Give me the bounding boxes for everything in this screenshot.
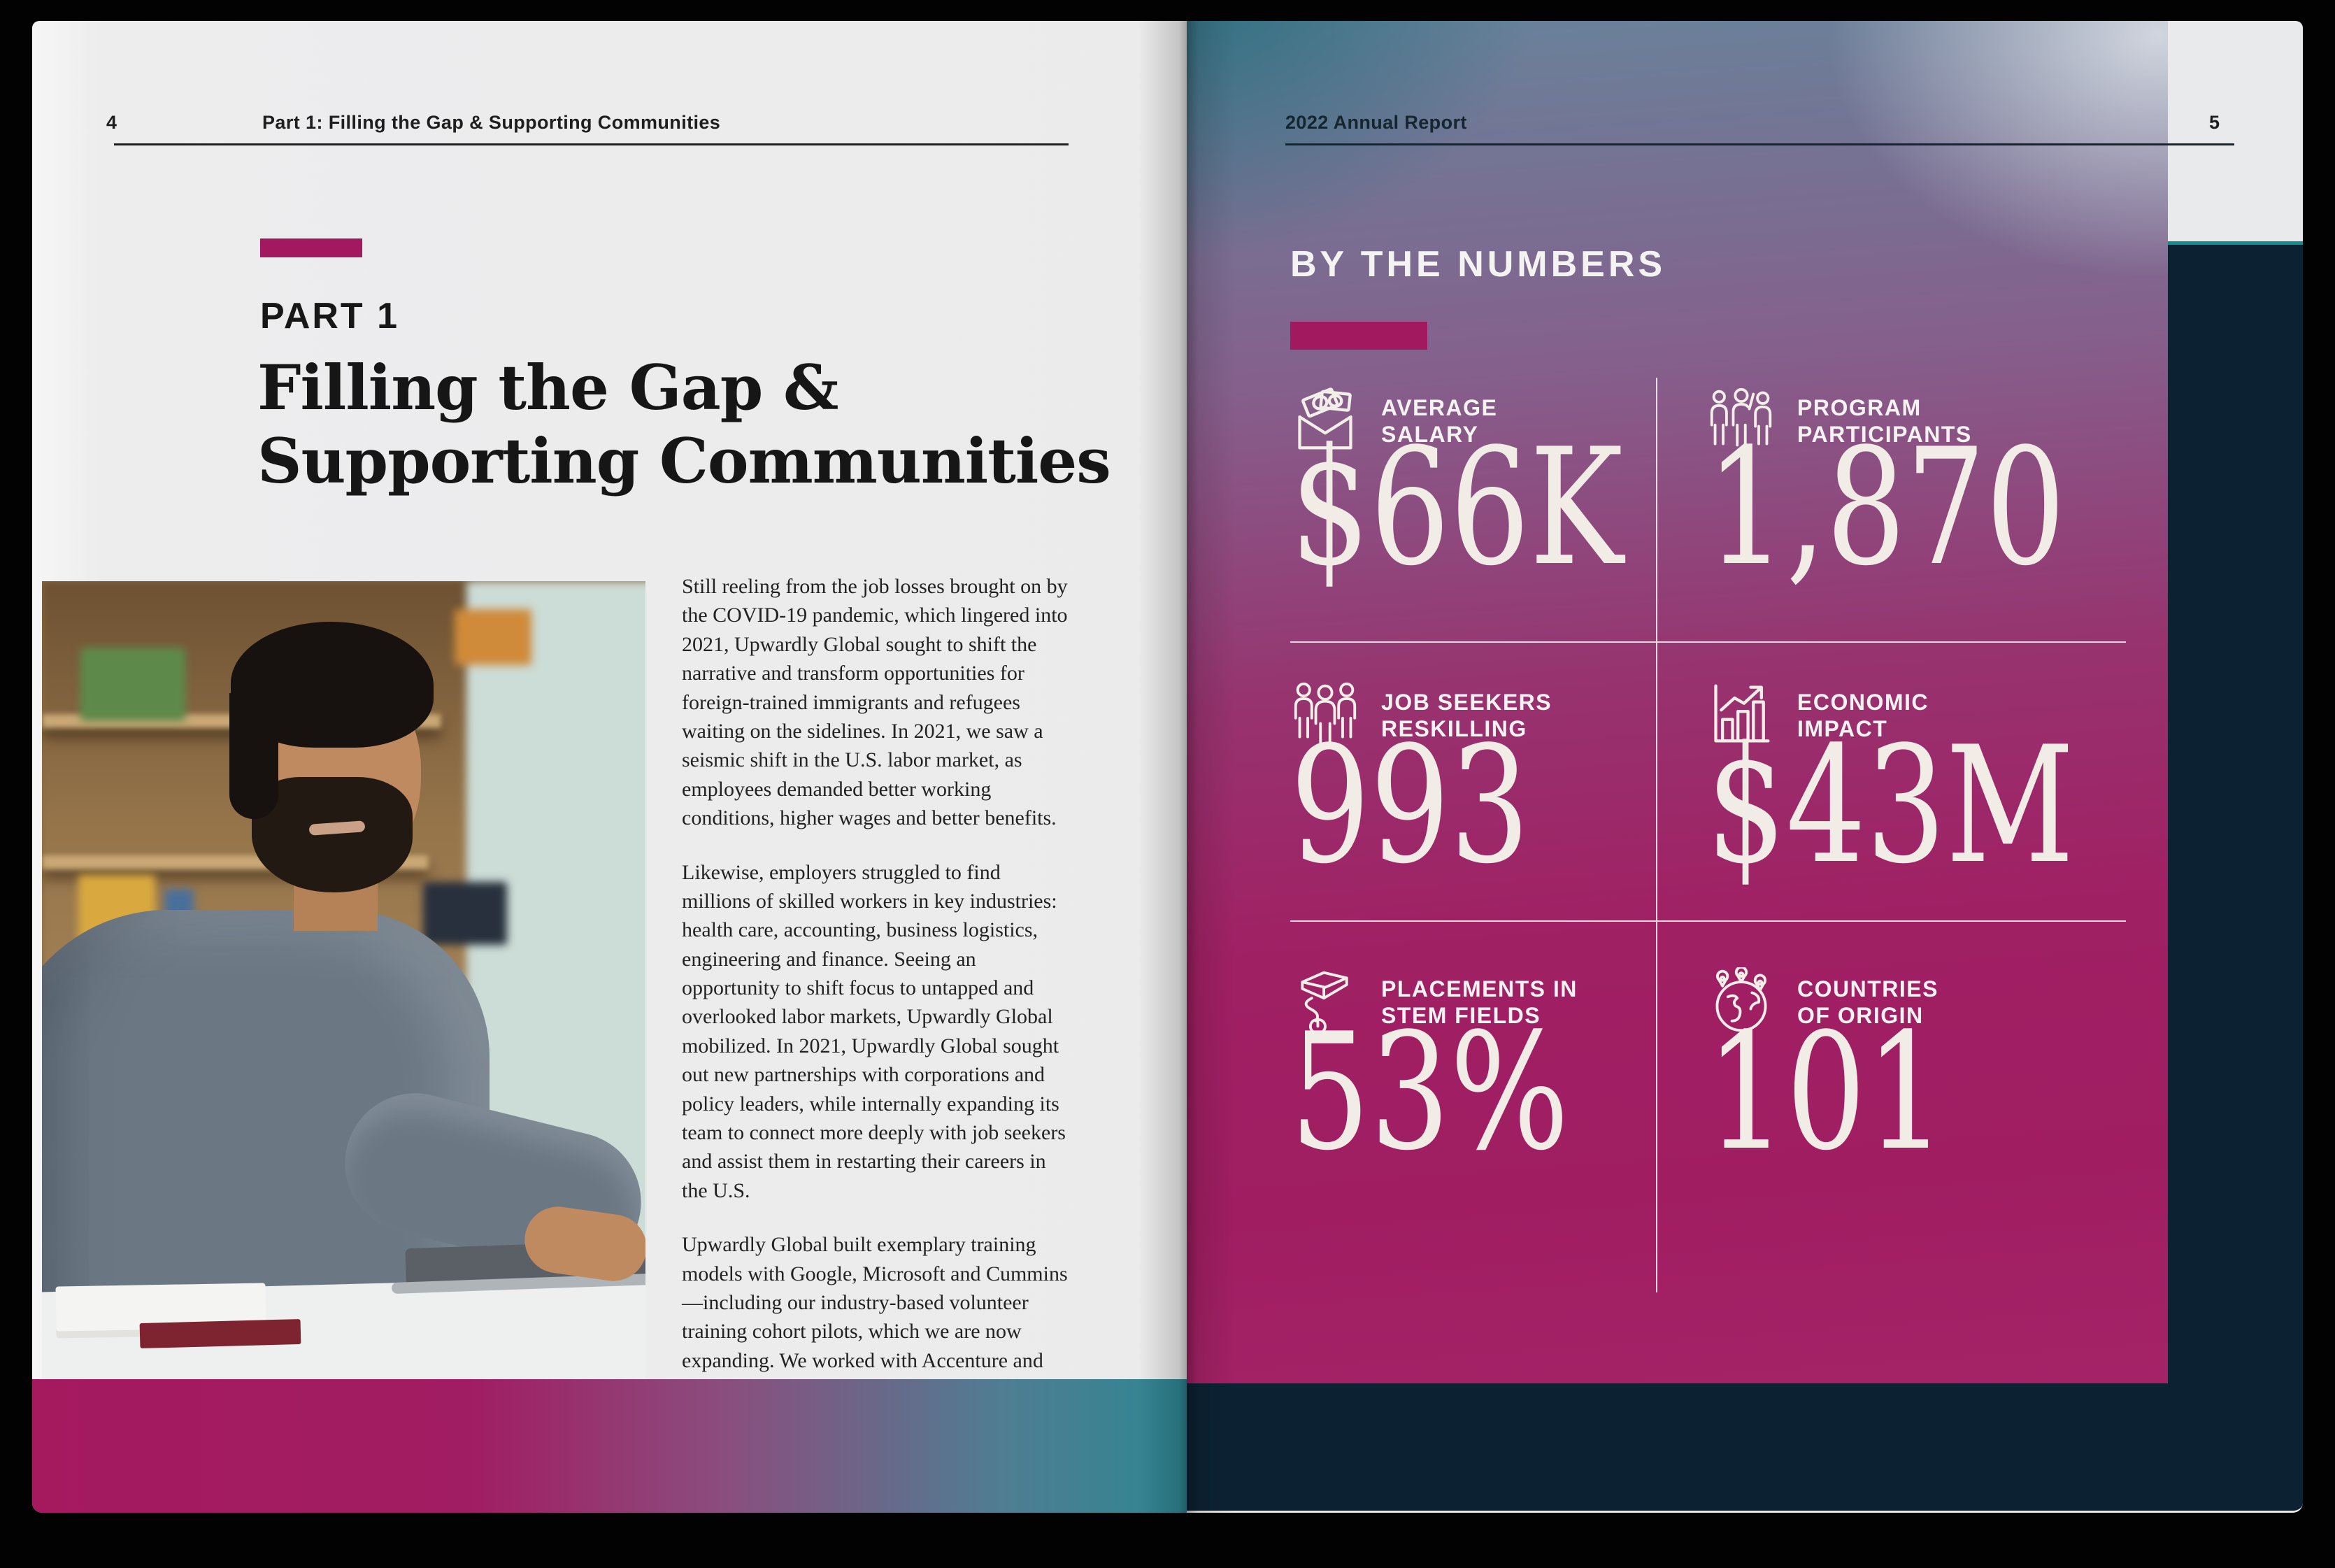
body-text-column: Still reeling from the job losses brough…	[682, 572, 1073, 1458]
stat-economic-impact: ECONOMIC IMPACT $43M	[1657, 643, 2126, 922]
salary-envelope-icon	[1290, 386, 1360, 453]
stat-value: 101	[1706, 999, 1946, 1186]
right-running-header: 2022 Annual Report	[1285, 112, 1467, 133]
right-page: 2022 Annual Report 5 BY THE NUMBERS AVER	[1187, 21, 2303, 1513]
stat-value: $66K	[1290, 415, 1624, 601]
stat-job-seekers-reskilling: JOB SEEKERS RESKILLING 993	[1290, 643, 1657, 922]
left-page-number: 4	[106, 112, 117, 133]
paragraph: Still reeling from the job losses brough…	[682, 575, 1068, 830]
stat-label: COUNTRIES OF ORIGIN	[1797, 976, 1938, 1029]
navy-side-strip	[2168, 241, 2303, 1511]
section-title: BY THE NUMBERS	[1290, 244, 1666, 285]
stats-gradient-panel	[1187, 21, 2168, 1383]
job-seekers-icon	[1290, 680, 1360, 748]
page-title: Filling the Gap & Supporting Communities	[257, 351, 1111, 498]
page-title-line1: Filling the Gap &	[257, 351, 838, 424]
stat-value: 993	[1290, 713, 1530, 899]
stat-label: AVERAGE SALARY	[1381, 395, 1498, 448]
stat-value: 53%	[1290, 999, 1569, 1186]
stat-label: ECONOMIC IMPACT	[1797, 690, 1929, 742]
right-page-number: 5	[2209, 112, 2220, 133]
stat-label: JOB SEEKERS RESKILLING	[1381, 690, 1552, 742]
stat-label: PROGRAM PARTICIPANTS	[1797, 395, 1972, 448]
stat-value: $43M	[1706, 713, 2075, 899]
gradient-footer-band	[32, 1379, 1187, 1513]
books-mouse-icon	[1290, 967, 1360, 1034]
left-page: 4 Part 1: Filling the Gap & Supporting C…	[32, 21, 1187, 1513]
navy-footer-band	[1187, 1383, 2303, 1511]
section-accent-bar	[1290, 322, 1427, 350]
page-title-line2: Supporting Communities	[257, 425, 1111, 497]
left-header-rule	[114, 143, 1069, 145]
stat-label: PLACEMENTS IN STEM FIELDS	[1381, 976, 1578, 1029]
globe-pins-icon	[1706, 967, 1776, 1034]
stat-program-participants: PROGRAM PARTICIPANTS 1,870	[1657, 378, 2126, 643]
stat-value: 1,870	[1706, 415, 2066, 601]
left-running-header: Part 1: Filling the Gap & Supporting Com…	[262, 112, 721, 133]
stat-average-salary: AVERAGE SALARY $66K	[1290, 378, 1657, 643]
stats-grid: AVERAGE SALARY $66K PROGRAM PARTICIPANTS	[1290, 378, 2126, 1292]
bar-chart-arrow-icon	[1706, 680, 1776, 748]
paragraph: Likewise, employers struggled to find mi…	[682, 860, 1066, 1202]
stat-placements-stem: PLACEMENTS IN STEM FIELDS 53%	[1290, 922, 1657, 1292]
part-kicker: PART 1	[260, 296, 400, 336]
photo-man-laptop	[42, 581, 645, 1379]
right-header-rule	[1285, 143, 2234, 145]
stat-countries-of-origin: COUNTRIES OF ORIGIN 101	[1657, 922, 2126, 1292]
participants-icon	[1706, 386, 1776, 453]
accent-bar	[260, 238, 362, 257]
